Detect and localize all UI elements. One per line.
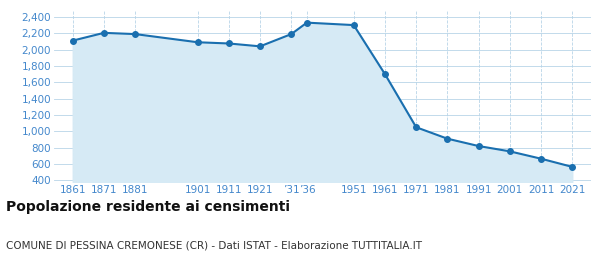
Point (302, 20, 311, 25)
Point (349, 23, 359, 27)
Point (443, 136, 452, 141)
Text: Popolazione residente ai censimenti: Popolazione residente ai censimenti (6, 200, 290, 214)
Point (68, 38, 77, 43)
Point (130, 32, 140, 36)
Point (99, 31, 109, 35)
Point (568, 165, 577, 169)
Point (286, 32, 296, 36)
Point (193, 40, 202, 45)
Point (474, 144, 484, 148)
Point (224, 41, 233, 46)
Point (536, 157, 546, 161)
Text: COMUNE DI PESSINA CREMONESE (CR) - Dati ISTAT - Elaborazione TUTTITALIA.IT: COMUNE DI PESSINA CREMONESE (CR) - Dati … (6, 241, 422, 251)
Point (505, 149, 515, 154)
Point (412, 125, 421, 129)
Point (380, 72, 390, 76)
Point (255, 44, 265, 49)
